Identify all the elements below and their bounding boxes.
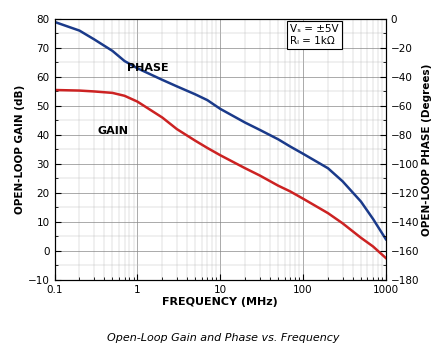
Text: Vₛ = ±5V
Rₗ = 1kΩ: Vₛ = ±5V Rₗ = 1kΩ — [290, 24, 338, 46]
X-axis label: FREQUENCY (MHz): FREQUENCY (MHz) — [162, 297, 278, 307]
Text: GAIN: GAIN — [97, 126, 129, 136]
Y-axis label: OPEN-LOOP PHASE (Degrees): OPEN-LOOP PHASE (Degrees) — [422, 63, 432, 236]
Text: Open-Loop Gain and Phase vs. Frequency: Open-Loop Gain and Phase vs. Frequency — [107, 333, 340, 343]
Y-axis label: OPEN-LOOP GAIN (dB): OPEN-LOOP GAIN (dB) — [15, 85, 25, 214]
Text: PHASE: PHASE — [127, 63, 169, 73]
